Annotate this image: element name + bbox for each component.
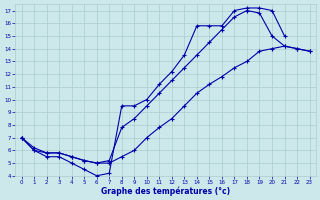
- X-axis label: Graphe des températures (°c): Graphe des températures (°c): [101, 186, 230, 196]
